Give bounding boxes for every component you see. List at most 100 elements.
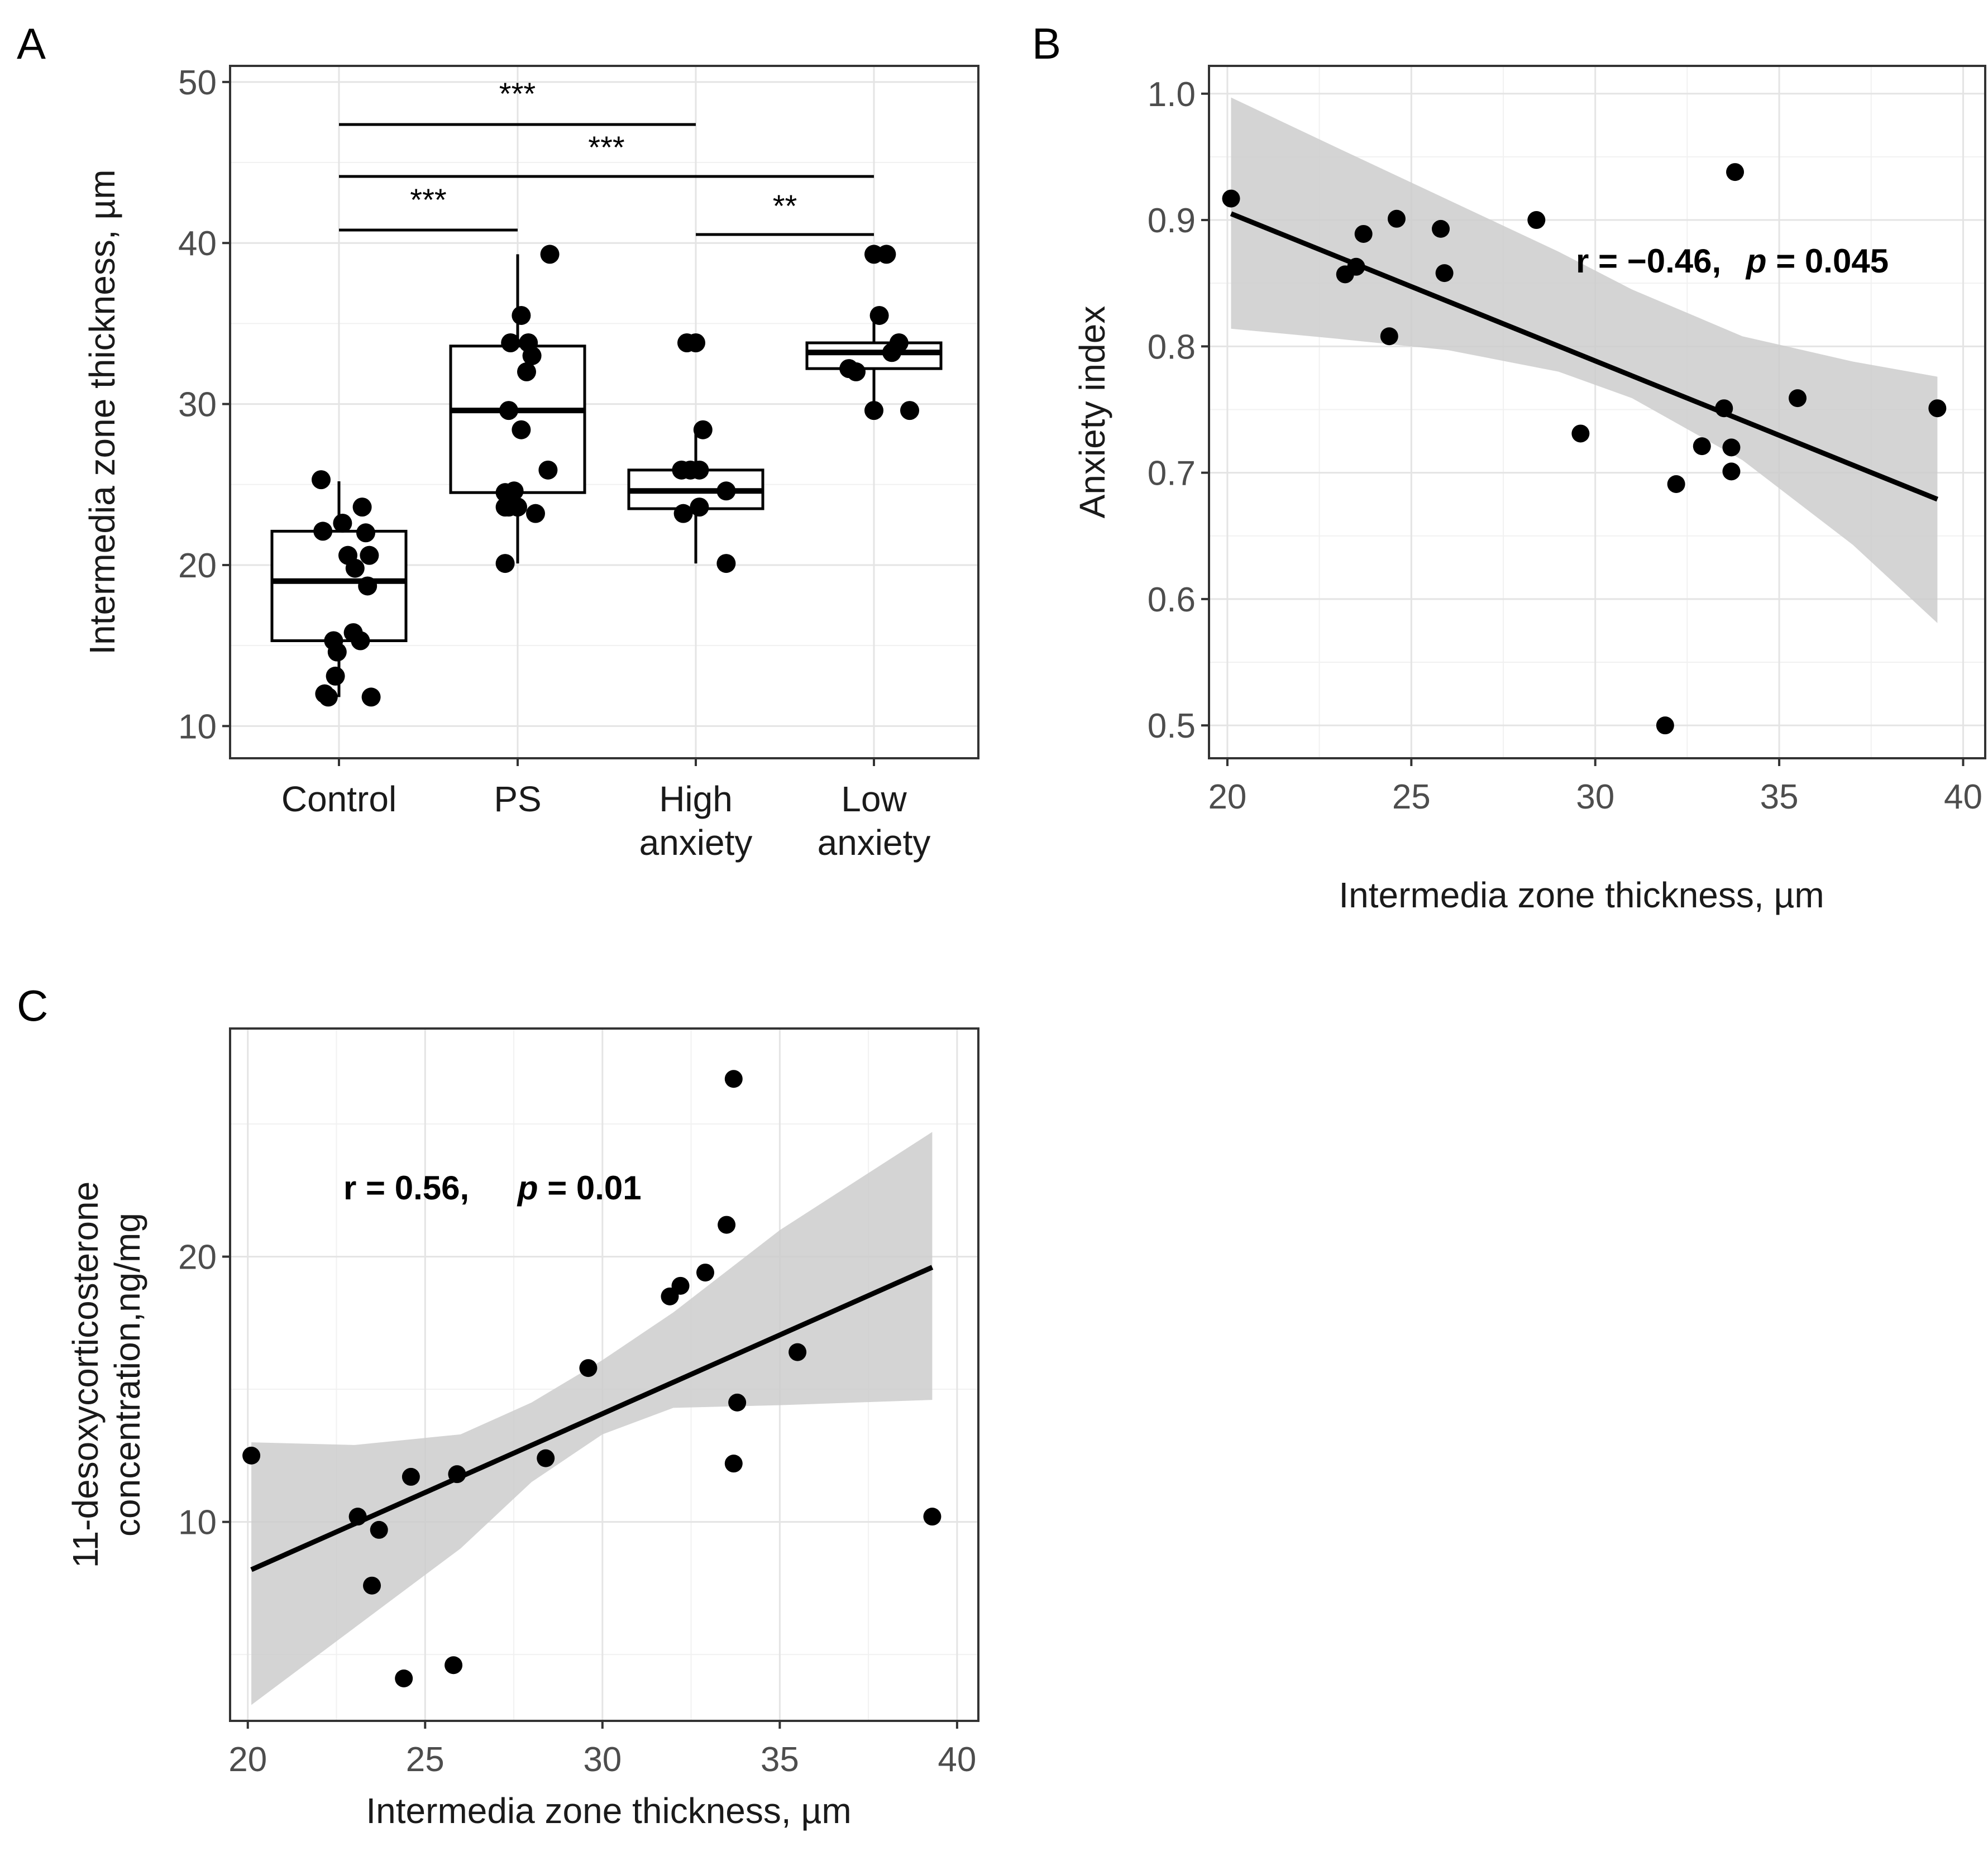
data-point [499, 401, 518, 420]
data-point [538, 460, 558, 480]
data-point [1789, 389, 1807, 408]
data-point [402, 1467, 420, 1486]
y-tick-label: 0.7 [1148, 455, 1196, 493]
panel-c-letter: C [17, 981, 48, 1030]
x-category-label: PS [494, 779, 541, 819]
panel-c-stat-p-value: = 0.01 [547, 1169, 642, 1207]
panel-a-frame [229, 65, 979, 759]
panel-b-y-axis-title: Anxiety index [1072, 306, 1112, 519]
box-group [805, 315, 943, 411]
x-tick-label: 40 [938, 1740, 976, 1779]
data-point [504, 481, 524, 501]
data-point [1527, 211, 1546, 229]
data-point [363, 1576, 381, 1595]
data-point [882, 343, 901, 362]
box-iqr [449, 345, 586, 494]
data-point [1715, 399, 1733, 418]
panel-b-frame [1208, 65, 1986, 759]
panel-c-x-ticks: 20 25 30 35 40 [228, 1721, 976, 1779]
panel-b-points [1222, 163, 1947, 735]
data-point [360, 546, 379, 565]
panel-b-confidence-band [1231, 97, 1938, 623]
panel-c-stat-annotation: r = 0.56, p = 0.01 [343, 1169, 642, 1207]
data-point [724, 1455, 743, 1473]
panel-a-letter: A [17, 19, 46, 68]
data-point [1354, 224, 1373, 243]
data-point [526, 504, 545, 523]
data-point [718, 1216, 736, 1234]
panel-b-stat-r: r = −0.46, [1576, 242, 1721, 280]
data-point [313, 522, 333, 541]
panel-c-y-axis-title-line1: 11-desoxycorticosterone [65, 1181, 106, 1568]
y-tick-label: 0.5 [1148, 707, 1196, 745]
panel-b-letter: B [1032, 19, 1061, 68]
y-tick-label: 30 [178, 386, 217, 424]
data-point [690, 498, 709, 517]
panel-a-points [312, 245, 919, 707]
data-point [512, 305, 531, 325]
x-tick-label: 35 [1760, 778, 1799, 816]
x-tick-label: 30 [583, 1740, 622, 1779]
data-point [716, 481, 736, 501]
data-point [361, 687, 381, 707]
x-tick-label: 30 [1576, 778, 1614, 816]
panel-c-x-axis-title: Intermedia zone thickness, µm [366, 1791, 851, 1831]
data-point [312, 470, 331, 490]
significance-label: *** [499, 76, 536, 111]
data-point [315, 684, 334, 704]
data-point [1347, 257, 1365, 276]
data-point [1571, 424, 1590, 443]
data-point [788, 1343, 807, 1361]
panel-b-x-ticks: 20 25 30 35 40 [1208, 758, 1982, 816]
panel-c-points [242, 1070, 942, 1687]
significance-label: *** [410, 182, 446, 217]
panel-c-stat-r: r = 0.56, [343, 1169, 469, 1207]
panel-a-significance: ********* ** [339, 76, 874, 236]
data-point [1432, 219, 1450, 238]
y-tick-label: 20 [178, 547, 217, 585]
data-point [1722, 438, 1741, 457]
data-point [1726, 163, 1745, 181]
panel-c-frame [229, 1027, 979, 1722]
x-tick-label: 35 [761, 1740, 799, 1779]
panel-b-y-ticks: 0.5 0.6 0.7 0.8 0.9 1.0 [1148, 75, 1209, 745]
data-point [686, 333, 705, 352]
panel-b: B 0.5 0.6 0.7 0.8 0.9 1.0 20 25 30 35 40 Intermed… [1032, 19, 1986, 915]
data-point [728, 1393, 747, 1412]
data-point [445, 1656, 463, 1675]
box-iqr [270, 529, 408, 642]
data-point [348, 1508, 367, 1526]
panel-b-stat-p-value: = 0.045 [1776, 242, 1889, 280]
data-point [242, 1446, 261, 1465]
panel-b-stat-p-symbol: p [1745, 242, 1767, 280]
panel-a-x-ticks: Control PS High anxiety Low anxiety [281, 758, 930, 863]
data-point [696, 1264, 714, 1282]
y-tick-label: 0.6 [1148, 581, 1196, 619]
data-point [345, 558, 365, 578]
data-point [690, 460, 709, 480]
x-tick-label: 25 [406, 1740, 445, 1779]
data-point [900, 401, 919, 420]
panel-b-stat-annotation: r = −0.46, p = 0.045 [1576, 242, 1889, 280]
box-iqr [805, 341, 943, 370]
data-point [358, 576, 377, 596]
data-point [864, 401, 883, 420]
data-point [351, 631, 370, 650]
data-point [395, 1669, 413, 1687]
data-point [1656, 716, 1674, 735]
y-tick-label: 40 [178, 224, 217, 263]
data-point [724, 1070, 743, 1088]
y-tick-label: 10 [178, 1504, 217, 1542]
data-point [495, 554, 515, 573]
data-point [517, 362, 536, 381]
data-point [448, 1465, 466, 1484]
data-point [537, 1449, 555, 1467]
data-point [673, 504, 693, 523]
data-point [512, 420, 531, 439]
data-point [847, 362, 866, 381]
panel-c-stat-p-symbol: p [517, 1169, 538, 1207]
data-point [1928, 399, 1947, 418]
data-point [877, 245, 896, 264]
y-tick-label: 10 [178, 707, 217, 746]
